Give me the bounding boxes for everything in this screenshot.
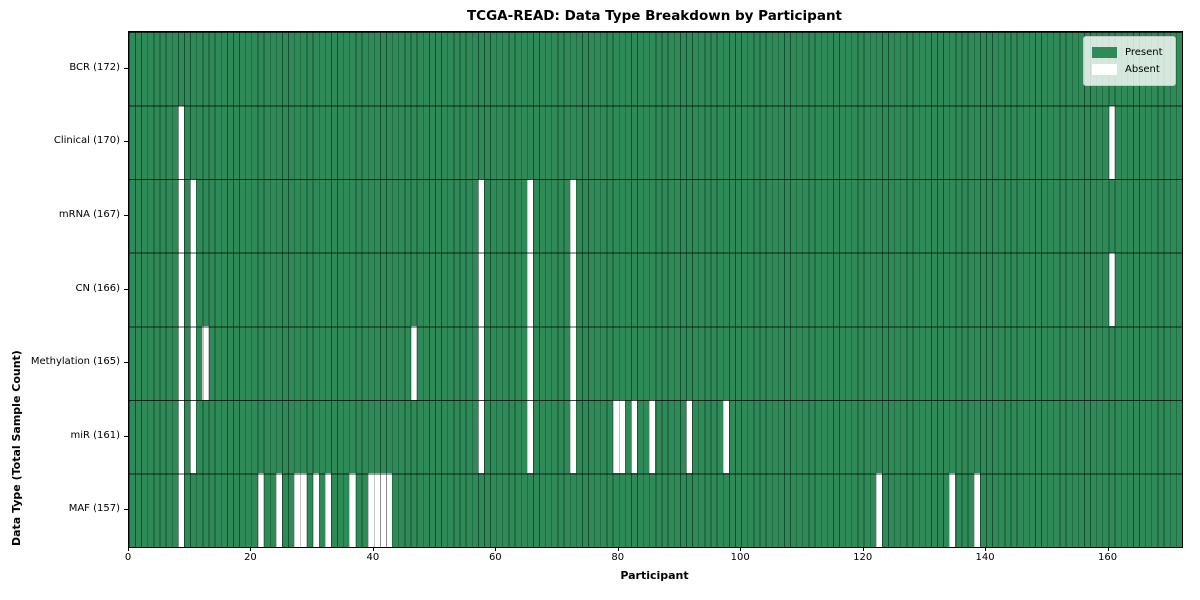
x-tick-label-20: 20	[244, 552, 257, 563]
x-tick-mark	[1107, 547, 1109, 551]
absent-cell	[1108, 105, 1115, 180]
x-tick-mark	[862, 547, 864, 551]
x-tick-label-0: 0	[124, 552, 132, 563]
absent-cell	[177, 473, 185, 547]
y-tick-mark	[124, 362, 128, 364]
legend: Present Absent	[1083, 36, 1176, 86]
heatmap-row-BCR	[129, 32, 1182, 106]
heatmap-row-mRNA	[129, 179, 1182, 253]
y-tick-mark	[124, 288, 128, 290]
absent-cell	[526, 399, 534, 474]
heatmap-row-MAF	[129, 473, 1182, 547]
heatmap-row-Clinical	[129, 105, 1182, 180]
legend-item-absent: Absent	[1092, 62, 1168, 77]
absent-cell	[569, 326, 576, 400]
absent-cell	[177, 105, 185, 180]
y-tick-label-Methylation: Methylation (165)	[30, 356, 120, 368]
y-tick-mark	[124, 141, 128, 143]
absent-cell	[257, 473, 264, 547]
absent-cell	[875, 473, 882, 547]
y-tick-mark	[124, 67, 128, 69]
legend-swatch-present-icon	[1092, 47, 1117, 58]
x-tick-mark	[985, 547, 987, 551]
x-tick-label-80: 80	[611, 552, 625, 563]
y-tick-label-mRNA: mRNA (167)	[58, 208, 120, 220]
absent-cell	[324, 473, 332, 547]
absent-cell	[631, 399, 638, 474]
x-tick-label-160: 160	[1097, 552, 1118, 563]
absent-cell	[973, 473, 980, 547]
y-tick-mark	[124, 435, 128, 437]
y-tick-mark	[124, 509, 128, 511]
absent-cell	[349, 473, 356, 547]
absent-cell	[686, 399, 693, 474]
absent-cell	[477, 179, 485, 253]
absent-cell	[477, 326, 485, 400]
heatmap-row-miR	[129, 399, 1182, 474]
absent-cell	[1108, 252, 1115, 327]
x-tick-mark	[128, 547, 129, 551]
absent-cell	[949, 473, 956, 547]
legend-label-absent: Absent	[1125, 64, 1160, 75]
y-tick-mark	[124, 214, 128, 216]
x-tick-label-100: 100	[730, 552, 750, 563]
legend-item-present: Present	[1092, 45, 1168, 60]
plot-area	[128, 31, 1183, 548]
heatmap-row-Methylation	[129, 326, 1182, 400]
y-tick-label-miR: miR (161)	[70, 429, 120, 441]
absent-cell	[177, 326, 185, 400]
absent-cell	[526, 179, 534, 253]
absent-cell	[477, 399, 485, 474]
x-tick-label-40: 40	[366, 552, 380, 563]
x-tick-label-60: 60	[488, 552, 502, 563]
absent-cell	[569, 399, 576, 474]
absent-cell	[190, 179, 197, 253]
x-tick-mark	[617, 547, 619, 551]
absent-cell	[177, 179, 185, 253]
absent-cell	[190, 326, 197, 400]
legend-label-present: Present	[1125, 47, 1163, 58]
absent-cell	[477, 252, 485, 327]
chart-title: TCGA-READ: Data Type Breakdown by Partic…	[466, 8, 843, 24]
x-axis-label: Participant	[620, 569, 689, 582]
absent-cell	[177, 252, 185, 327]
heatmap-row-CN	[129, 252, 1182, 327]
absent-cell	[190, 252, 197, 327]
absent-cell	[569, 252, 576, 327]
absent-cell	[569, 179, 576, 253]
absent-cell	[202, 326, 209, 400]
x-tick-mark	[740, 547, 742, 551]
absent-cell	[526, 252, 534, 327]
y-tick-label-BCR: BCR (172)	[69, 61, 120, 73]
absent-cell	[177, 399, 185, 474]
absent-cell	[410, 326, 417, 400]
absent-cell	[618, 399, 625, 474]
y-tick-label-Clinical: Clinical (170)	[53, 135, 120, 147]
y-tick-label-CN: CN (166)	[75, 282, 120, 294]
y-tick-label-MAF: MAF (157)	[68, 503, 120, 515]
x-tick-label-120: 120	[853, 552, 873, 563]
absent-cell	[312, 473, 319, 547]
legend-swatch-absent-icon	[1092, 64, 1117, 75]
x-tick-mark	[372, 547, 374, 551]
x-tick-mark	[495, 547, 497, 551]
absent-cell	[649, 399, 656, 474]
absent-cell	[190, 399, 197, 474]
absent-cell	[526, 326, 534, 400]
absent-cell	[300, 473, 307, 547]
absent-cell	[722, 399, 729, 474]
absent-cell	[386, 473, 393, 547]
absent-cell	[275, 473, 283, 547]
x-tick-label-140: 140	[975, 552, 995, 563]
x-tick-mark	[250, 547, 252, 551]
